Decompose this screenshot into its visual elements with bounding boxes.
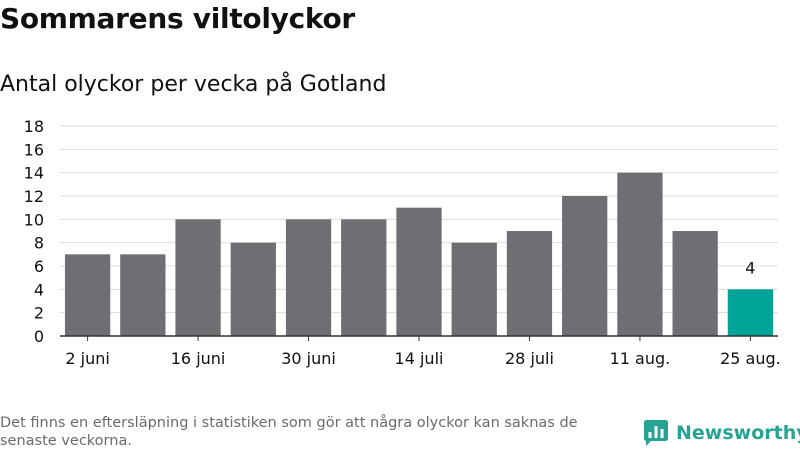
footnote: Det finns en eftersläpning i statistiken… (0, 415, 578, 449)
x-tick-label: 11 aug. (610, 349, 671, 368)
x-tick-label: 16 juni (171, 349, 226, 368)
x-tick-label: 30 juni (281, 349, 336, 368)
bar (64, 254, 111, 336)
x-tick-label: 28 juli (505, 349, 554, 368)
bar (451, 242, 497, 336)
x-tick-label: 14 juli (395, 349, 444, 368)
y-tick-label: 16 (24, 140, 44, 159)
y-tick-label: 0 (34, 327, 44, 346)
chart-title: Sommarens viltolyckor (0, 2, 355, 35)
bar (396, 207, 442, 336)
bar (285, 219, 332, 336)
x-axis-tick-labels: 2 juni 16 juni 30 juni 14 juli 28 juli 11 aug… (65, 349, 780, 368)
bar (506, 231, 553, 336)
chart-subtitle: Antal olyckor per vecka på Gotland (0, 72, 387, 97)
data-label: 4 (745, 258, 755, 277)
brand-logo[interactable]: Newsworthy (644, 420, 800, 446)
bar (727, 289, 774, 336)
y-tick-label: 2 (34, 304, 44, 323)
bar (617, 172, 663, 336)
bars (64, 172, 774, 336)
bar-chart-logo-icon (644, 420, 668, 446)
y-tick-label: 10 (24, 210, 44, 229)
bar-chart: 0 2 4 6 8 10 12 14 16 18 2 juni 16 juni 30 juni 14 j… (24, 117, 781, 368)
y-tick-label: 18 (24, 117, 44, 136)
y-tick-label: 14 (24, 164, 44, 183)
x-axis (60, 335, 778, 341)
bar (175, 219, 221, 336)
bar (230, 242, 276, 336)
bar (562, 196, 608, 336)
brand-name: Newsworthy (676, 422, 800, 444)
x-tick-label: 2 juni (65, 349, 109, 368)
bar (341, 219, 387, 336)
bar (672, 231, 718, 336)
y-tick-label: 8 (34, 234, 44, 253)
y-tick-label: 4 (34, 280, 44, 299)
data-labels: 4 (745, 258, 755, 277)
y-axis-tick-labels: 0 2 4 6 8 10 12 14 16 18 (24, 117, 44, 346)
bar (120, 254, 166, 336)
y-tick-label: 6 (34, 257, 44, 276)
x-tick-label: 25 aug. (720, 349, 781, 368)
y-tick-label: 12 (24, 187, 44, 206)
